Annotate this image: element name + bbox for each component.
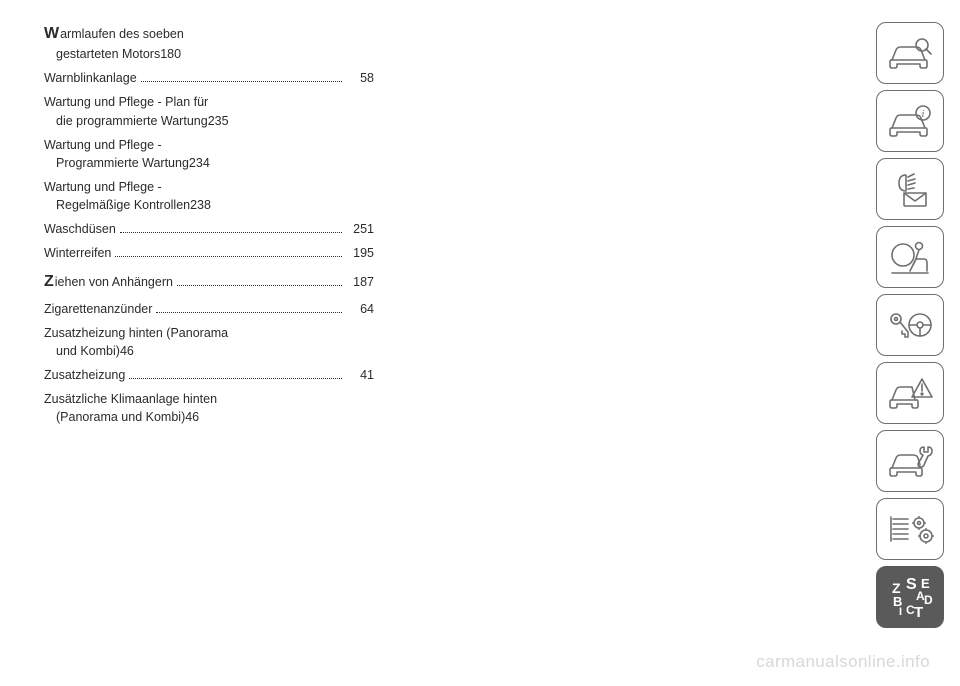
index-letters-icon: Z S E B A D I C T [884, 573, 936, 621]
index-entry-text: armlaufen des soeben [60, 27, 184, 41]
index-entry-text: Zusatzheizung [44, 366, 125, 384]
index-entry: Ziehen von Anhängern 187 [44, 270, 374, 293]
index-entry: Wartung und Pflege - Plan für die program… [44, 93, 374, 129]
leader-dots [156, 302, 342, 312]
index-entry-line1: Wartung und Pflege - [44, 136, 374, 154]
index-entry-page: 251 [346, 220, 374, 238]
watermark-text: carmanualsonline.info [756, 652, 930, 672]
index-entry-text: und Kombi) [56, 342, 120, 360]
index-entry-page: 235 [208, 112, 229, 130]
index-entry-text: Programmierte Wartung [56, 154, 189, 172]
index-entry: Wartung und Pflege - Programmierte Wartun… [44, 136, 374, 172]
index-entry: Waschdüsen 251 [44, 220, 374, 238]
airbag-icon [886, 237, 934, 277]
tab-vehicle-search[interactable] [876, 22, 944, 84]
index-entry-text: gestarteten Motors [56, 45, 160, 63]
index-entry: Warmlaufen des soebengestarteten Motors1… [44, 22, 374, 63]
svg-text:D: D [924, 593, 933, 607]
leader-dots [115, 247, 342, 257]
tab-index[interactable]: Z S E B A D I C T [876, 566, 944, 628]
svg-text:T: T [914, 604, 923, 621]
lights-mail-icon [886, 169, 934, 209]
index-entry-line1: Wartung und Pflege - Plan für [44, 93, 374, 111]
index-entry-page: 238 [190, 196, 211, 214]
index-entry-page: 41 [346, 366, 374, 384]
car-service-icon [886, 441, 934, 481]
index-entry-text: Regelmäßige Kontrollen [56, 196, 190, 214]
index-entry-line1: Wartung und Pflege - [44, 178, 374, 196]
index-entry-text: die programmierte Wartung [56, 112, 208, 130]
index-entry: Zusatzheizung hinten (Panorama und Kombi)… [44, 324, 374, 360]
tab-service[interactable] [876, 430, 944, 492]
section-tabs-sidebar: i [876, 22, 944, 628]
index-entry-text: Warnblinkanlage [44, 69, 137, 87]
index-entry-text: Winterreifen [44, 244, 111, 262]
index-entry-page: 64 [346, 300, 374, 318]
leader-dots [120, 223, 342, 233]
index-entry-text: Waschdüsen [44, 220, 116, 238]
index-entry-text: Zigarettenanzünder [44, 300, 152, 318]
svg-text:i: i [921, 108, 924, 120]
index-entry-line1: Warmlaufen des soeben [44, 22, 374, 45]
index-entry-line2: gestarteten Motors180 [44, 45, 374, 63]
tab-key-steering[interactable] [876, 294, 944, 356]
dropcap: Z [44, 273, 54, 290]
tab-settings-list[interactable] [876, 498, 944, 560]
index-entry-line2: die programmierte Wartung235 [44, 112, 374, 130]
car-warning-icon [886, 373, 934, 413]
index-entry-line2: Regelmäßige Kontrollen238 [44, 196, 374, 214]
index-entry-text: (Panorama und Kombi) [56, 408, 185, 426]
key-steering-icon [886, 305, 934, 345]
tab-vehicle-info[interactable]: i [876, 90, 944, 152]
index-entry-page: 234 [189, 154, 210, 172]
index-entry-line2: Programmierte Wartung234 [44, 154, 374, 172]
index-column: Warmlaufen des soebengestarteten Motors1… [44, 22, 374, 432]
index-entry-line1: Zusatzheizung hinten (Panorama [44, 324, 374, 342]
index-entry: Wartung und Pflege - Regelmäßige Kontroll… [44, 178, 374, 214]
car-info-icon: i [886, 101, 934, 141]
index-entry: Zusatzheizung 41 [44, 366, 374, 384]
svg-text:I: I [899, 606, 902, 618]
index-entry-text: Wartung und Pflege - [44, 138, 162, 152]
index-entry-text: Ziehen von Anhängern [44, 270, 173, 293]
leader-dots [141, 72, 342, 82]
dropcap: W [44, 25, 59, 42]
index-entry: Zigarettenanzünder 64 [44, 300, 374, 318]
index-entry-text: Zusatzheizung hinten (Panorama [44, 326, 228, 340]
index-entry-page: 46 [185, 408, 199, 426]
index-entry-page: 58 [346, 69, 374, 87]
index-entry: Winterreifen 195 [44, 244, 374, 262]
tab-warning[interactable] [876, 362, 944, 424]
index-entry-page: 46 [120, 342, 134, 360]
car-search-icon [886, 33, 934, 73]
index-entry-line1: Zusätzliche Klimaanlage hinten [44, 390, 374, 408]
index-entry-text: Zusätzliche Klimaanlage hinten [44, 392, 217, 406]
index-entry-text: Wartung und Pflege - [44, 180, 162, 194]
tab-airbag[interactable] [876, 226, 944, 288]
leader-dots [129, 369, 342, 379]
index-entry: Warnblinkanlage 58 [44, 69, 374, 87]
index-entry-line2: und Kombi)46 [44, 342, 374, 360]
index-entry-line2: (Panorama und Kombi)46 [44, 408, 374, 426]
tab-lights-messages[interactable] [876, 158, 944, 220]
leader-dots [177, 276, 342, 286]
list-gears-icon [886, 509, 934, 549]
index-entry-text: Wartung und Pflege - Plan für [44, 95, 208, 109]
index-entry: Zusätzliche Klimaanlage hinten (Panorama … [44, 390, 374, 426]
index-entry-page: 180 [160, 45, 181, 63]
index-entry-page: 195 [346, 244, 374, 262]
index-entry-page: 187 [346, 273, 374, 291]
